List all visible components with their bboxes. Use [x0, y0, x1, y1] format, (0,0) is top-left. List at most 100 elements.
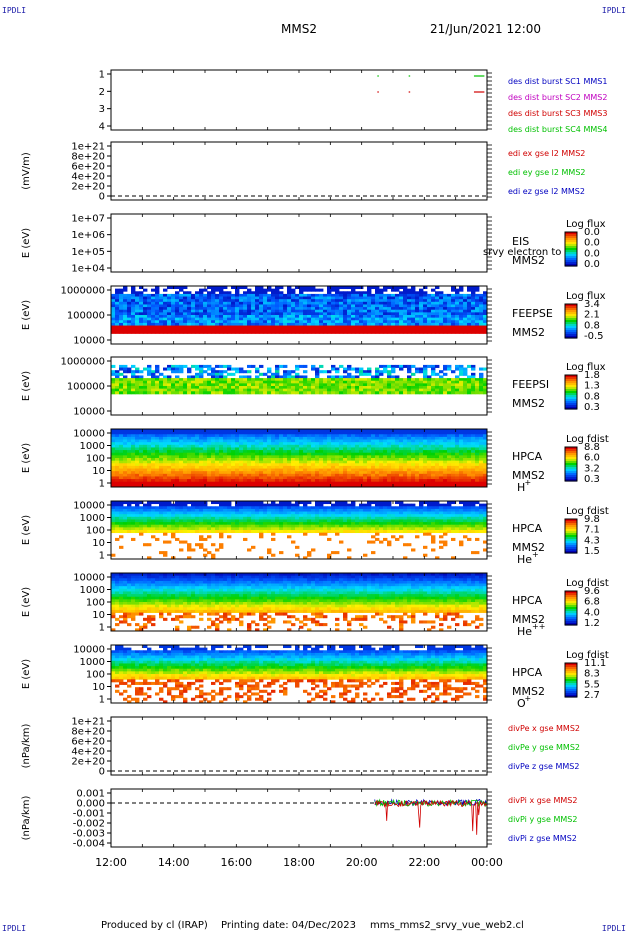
- spectrogram-cell: [171, 322, 176, 326]
- spectrogram-cell: [347, 320, 352, 324]
- spectrogram-cell: [143, 514, 148, 518]
- spectrogram-cell: [191, 468, 196, 472]
- spectrogram-cell: [359, 484, 364, 488]
- spectrogram-cell: [123, 375, 128, 379]
- spectrogram-cell: [407, 447, 412, 451]
- spectrogram-cell: [231, 473, 236, 477]
- spectrogram-cell: [467, 375, 472, 379]
- spectrogram-cell: [247, 312, 252, 316]
- spectrogram-cell: [327, 481, 332, 485]
- spectrogram-cell: [303, 320, 308, 324]
- spectrogram-cell: [123, 383, 128, 387]
- spectrogram-cell: [431, 367, 436, 371]
- spectrogram-cell: [443, 304, 448, 308]
- spectrogram-cell: [167, 514, 172, 518]
- spectrogram-cell: [459, 463, 464, 467]
- spectrogram-cell: [159, 458, 164, 462]
- spectrogram-cell: [411, 460, 416, 464]
- spectrogram-cell: [255, 473, 260, 477]
- spectrogram-cell: [259, 514, 264, 518]
- spectrogram-cell: [223, 458, 228, 462]
- spectrogram-cell: [459, 293, 464, 297]
- spectrogram-cell: [335, 315, 340, 319]
- spectrogram-cell: [223, 299, 228, 303]
- spectrogram-cell: [479, 468, 484, 472]
- spectrogram-cell: [263, 386, 268, 390]
- spectrogram-cell: [147, 431, 152, 435]
- spectrogram-cell: [455, 378, 460, 382]
- spectrogram-cell: [371, 429, 376, 433]
- spectrogram-cell: [219, 372, 224, 376]
- spectrogram-cell: [391, 431, 396, 435]
- spectrogram-cell: [383, 442, 388, 446]
- spectrogram-cell: [315, 458, 320, 462]
- spectrogram-cell: [199, 291, 204, 295]
- spectrogram-cell: [187, 447, 192, 451]
- spectrogram-cell: [127, 320, 132, 324]
- spectrogram-cell: [431, 471, 436, 475]
- spectrogram-cell: [211, 378, 216, 382]
- spectrogram-cell: [191, 503, 196, 507]
- spectrogram-cell: [347, 383, 352, 387]
- spectrogram-cell: [387, 450, 392, 454]
- spectrogram-cell: [123, 307, 128, 311]
- spectrogram-cell: [443, 447, 448, 451]
- spectrogram-cell: [199, 293, 204, 297]
- spectrogram-cell: [351, 325, 356, 329]
- spectrogram-cell: [263, 296, 268, 300]
- spectrogram-cell: [463, 330, 468, 334]
- spectrogram-cell: [231, 378, 236, 382]
- spectrogram-cell: [179, 370, 184, 374]
- spectrogram-cell: [275, 388, 280, 392]
- spectrogram-cell: [375, 296, 380, 300]
- spectrogram-cell: [271, 465, 276, 469]
- spectrogram-cell: [123, 391, 128, 395]
- spectrogram-cell: [179, 299, 184, 303]
- spectrogram-cell: [299, 431, 304, 435]
- spectrogram-cell: [455, 473, 460, 477]
- spectrogram-cell: [219, 476, 224, 480]
- spectrogram-cell: [175, 322, 180, 326]
- spectrogram-cell: [347, 452, 352, 456]
- spectrogram-cell: [371, 315, 376, 319]
- spectrogram-cell: [283, 429, 288, 433]
- spectrogram-cell: [427, 386, 432, 390]
- spectrogram-cell: [459, 460, 464, 464]
- spectrogram-cell: [255, 388, 260, 392]
- spectrogram-cell: [147, 471, 152, 475]
- spectrogram-cell: [251, 436, 256, 440]
- spectrogram-cell: [451, 455, 456, 459]
- spectrogram-cell: [431, 312, 436, 316]
- spectrogram-cell: [175, 320, 180, 324]
- spectrogram-cell: [351, 458, 356, 462]
- spectrogram-cell: [367, 429, 372, 433]
- spectrogram-cell: [283, 299, 288, 303]
- spectrogram-cell: [359, 391, 364, 395]
- spectrogram-cell: [207, 439, 212, 443]
- spectrogram-cell: [431, 458, 436, 462]
- spectrogram-cell: [435, 325, 440, 329]
- spectrogram-cell: [235, 508, 240, 512]
- spectrogram-cell: [263, 442, 268, 446]
- spectrogram-cell: [127, 511, 132, 515]
- spectrogram-cell: [195, 391, 200, 395]
- spectrogram-cell: [271, 471, 276, 475]
- spectrogram-cell: [451, 484, 456, 488]
- spectrogram-cell: [307, 501, 312, 505]
- spectrogram-cell: [475, 450, 480, 454]
- spectrogram-cell: [147, 309, 152, 313]
- spectrogram-cell: [387, 364, 392, 368]
- spectrogram-cell: [215, 508, 220, 512]
- spectrogram-cell: [239, 293, 244, 297]
- spectrogram-cell: [247, 299, 252, 303]
- spectrogram-cell: [287, 452, 292, 456]
- spectrogram-cell: [431, 330, 436, 334]
- spectrogram-cell: [187, 291, 192, 295]
- spectrogram-cell: [379, 370, 384, 374]
- spectrogram-cell: [367, 503, 372, 507]
- spectrogram-cell: [111, 380, 116, 384]
- spectrogram-cell: [127, 450, 132, 454]
- spectrogram-cell: [243, 511, 248, 515]
- spectrogram-cell: [255, 288, 260, 292]
- spectrogram-cell: [159, 447, 164, 451]
